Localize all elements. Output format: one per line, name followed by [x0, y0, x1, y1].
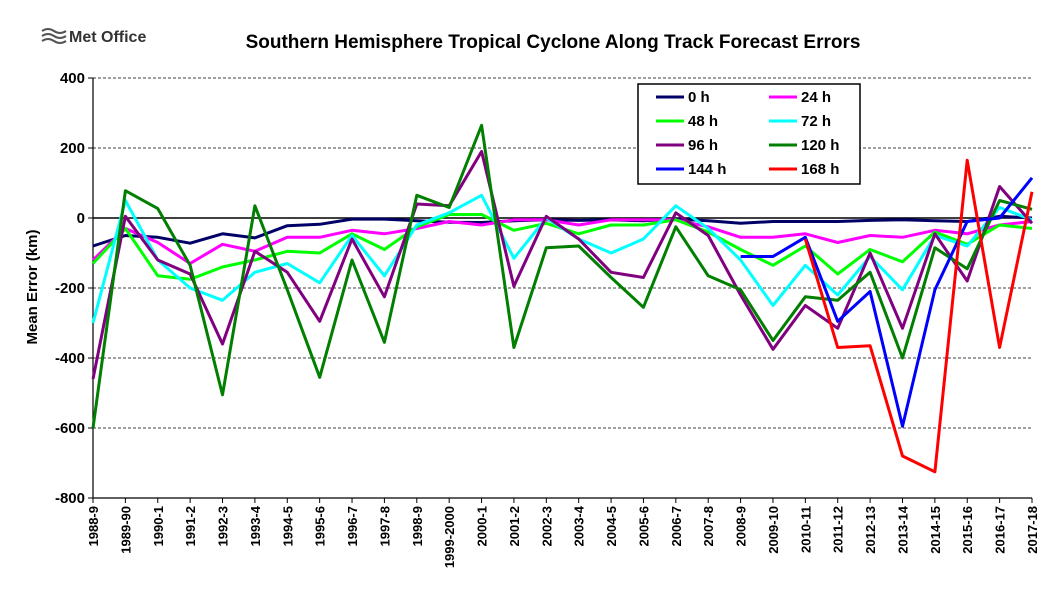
x-tick-label: 2010-11: [798, 506, 813, 553]
x-tick-label: 1991-2: [183, 506, 198, 546]
legend-label: 24 h: [801, 89, 831, 106]
met-office-logo: Met Office: [41, 28, 146, 46]
x-tick-labels: 1988-9 1989-90 1990-1 1991-2 1992-3 1993-4 199…: [86, 505, 1040, 568]
y-tick-label: -800: [55, 490, 85, 507]
y-tick-label: -200: [55, 280, 85, 297]
x-tick-label: 2012-13: [863, 506, 878, 554]
series-line-0h: [92, 214, 1033, 248]
logo-text: Met Office: [69, 29, 146, 46]
legend-box: [637, 83, 861, 185]
legend-label: 144 h: [688, 161, 726, 178]
x-tick-label: 1999-2000: [442, 506, 457, 568]
legend: 0 h 24 h 48 h 72 h 96 h 120 h 144 h 168 h: [637, 83, 861, 185]
legend-label: 96 h: [688, 137, 718, 154]
x-tick-label: 1993-4: [248, 505, 263, 546]
legend-label: 0 h: [688, 89, 710, 106]
series-line-168h: [803, 158, 1034, 474]
x-tick-label: 1994-5: [280, 506, 295, 546]
x-tick-label: 1990-1: [151, 506, 166, 546]
x-tick-label: 1988-9: [86, 506, 101, 546]
x-tick-label: 2009-10: [766, 506, 781, 554]
x-tick-label: 2011-12: [831, 506, 846, 553]
x-tick-label: 2013-14: [895, 505, 910, 553]
x-tick-label: 2008-9: [734, 506, 749, 546]
x-tick-label: 2003-4: [572, 505, 587, 546]
series-line-120h: [91, 123, 1033, 429]
y-tick-label: 200: [60, 140, 85, 157]
y-tick-label: 400: [60, 70, 85, 87]
y-axis-label: Mean Error (km): [24, 229, 41, 344]
series-line-24h: [91, 218, 1033, 265]
legend-label: 48 h: [688, 113, 718, 130]
x-tick-label: 2000-1: [475, 506, 490, 546]
legend-label: 120 h: [801, 137, 839, 154]
series-line-144h: [740, 176, 1034, 428]
legend-label: 168 h: [801, 161, 839, 178]
x-tick-label: 1997-8: [377, 506, 392, 546]
x-tick-label: 1998-9: [410, 506, 425, 546]
y-tick-label: 0: [77, 210, 85, 227]
y-tick-labels: 400 200 0 -200 -400 -600 -800: [55, 70, 85, 507]
series-lines: [91, 123, 1034, 474]
x-tick-label: 2014-15: [928, 506, 943, 554]
x-tick-label: 2007-8: [701, 506, 716, 546]
x-tick-label: 1992-3: [216, 506, 231, 546]
x-tick-label: 2002-3: [539, 506, 554, 546]
x-tick-label: 2001-2: [507, 506, 522, 546]
wave-icon: [41, 28, 67, 44]
x-tick-label: 1995-6: [313, 506, 328, 546]
y-tick-label: -600: [55, 420, 85, 437]
x-tick-label: 1996-7: [345, 506, 360, 546]
x-tick-label: 2017-18: [1025, 506, 1040, 554]
legend-label: 72 h: [801, 113, 831, 130]
x-tick-label: 1989-90: [118, 506, 133, 554]
x-tick-label: 2006-7: [669, 506, 684, 546]
chart-title: Southern Hemisphere Tropical Cyclone Alo…: [246, 32, 861, 53]
series-line-96h: [91, 150, 1034, 380]
y-tick-label: -400: [55, 350, 85, 367]
x-tick-label: 2016-17: [993, 506, 1008, 554]
axes: [88, 77, 1033, 503]
x-tick-label: 2005-6: [636, 506, 651, 546]
x-tick-label: 2004-5: [604, 506, 619, 546]
x-tick-label: 2015-16: [960, 506, 975, 554]
